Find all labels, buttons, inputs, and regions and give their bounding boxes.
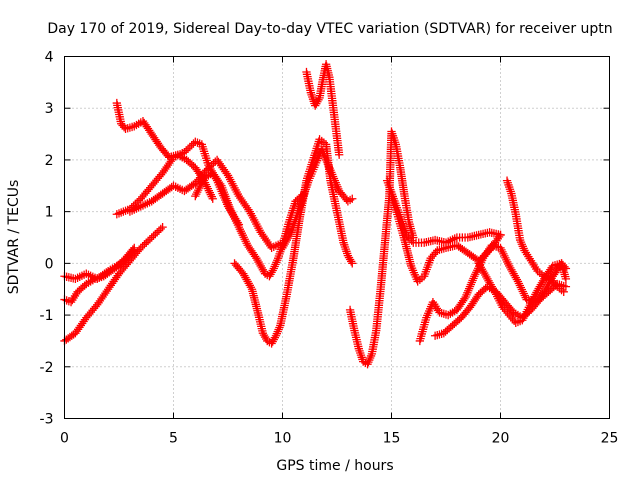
data-point-sample xyxy=(453,316,462,325)
data-point-sample xyxy=(443,325,452,335)
series-satellite-track-11 xyxy=(345,127,418,369)
data-point xyxy=(496,230,505,240)
series-satellite-track-6 xyxy=(125,155,287,252)
data-point xyxy=(335,150,344,159)
y-tick-label: -3 xyxy=(40,412,54,428)
data-point xyxy=(348,259,357,268)
data-point xyxy=(158,223,167,232)
x-tick-label: 25 xyxy=(601,431,619,447)
data-point-sample xyxy=(185,158,195,168)
series-satellite-track-1 xyxy=(60,223,167,346)
y-axis-label: SDTVAR / TECUs xyxy=(6,180,22,295)
y-tick-label: 4 xyxy=(45,50,54,66)
series-satellite-track-10 xyxy=(302,60,344,159)
series-satellite-track-15 xyxy=(430,279,571,340)
data-point xyxy=(561,274,571,284)
series-satellite-track-3 xyxy=(60,243,139,307)
x-axis-label: GPS time / hours xyxy=(276,458,393,474)
plot-frame xyxy=(64,56,610,419)
data-point xyxy=(448,321,457,330)
y-tick-label: 3 xyxy=(45,101,54,117)
y-tick-label: 1 xyxy=(45,205,54,221)
data-point xyxy=(208,194,217,203)
data-point-sample xyxy=(78,282,87,292)
series-satellite-track-17 xyxy=(474,259,571,327)
grid-lines xyxy=(64,56,610,419)
y-tick-label: -2 xyxy=(40,360,54,376)
data-point xyxy=(561,264,571,273)
data-point xyxy=(561,282,571,291)
data-point xyxy=(559,287,568,296)
data-point xyxy=(130,243,139,252)
x-tick-label: 10 xyxy=(274,431,292,447)
series-satellite-track-16 xyxy=(502,176,568,296)
data-point xyxy=(348,194,357,203)
x-tick-label: 5 xyxy=(169,431,178,447)
axis-ticks: 0 5 10 15 20 25 -3 -2 -1 0 1 2 3 4 xyxy=(40,50,619,447)
data-point-sample xyxy=(450,319,459,329)
chart-title: Day 170 of 2019, Sidereal Day-to-day VTE… xyxy=(47,21,612,37)
x-tick-label: 20 xyxy=(492,431,510,447)
y-tick-label: -1 xyxy=(40,308,54,324)
data-point-sample xyxy=(446,322,455,332)
series-satellite-track-9 xyxy=(278,145,357,252)
y-tick-label: 2 xyxy=(45,153,54,169)
data-point-sample xyxy=(76,284,86,293)
data-point-sample xyxy=(478,287,487,296)
data-point-sample xyxy=(451,318,461,327)
data-points xyxy=(60,60,571,369)
x-tick-label: 0 xyxy=(60,431,69,447)
data-point-sample xyxy=(444,324,454,333)
data-point-sample xyxy=(455,315,464,324)
y-tick-label: 0 xyxy=(45,256,54,272)
x-tick-label: 15 xyxy=(383,431,401,447)
data-point-sample xyxy=(187,160,196,169)
